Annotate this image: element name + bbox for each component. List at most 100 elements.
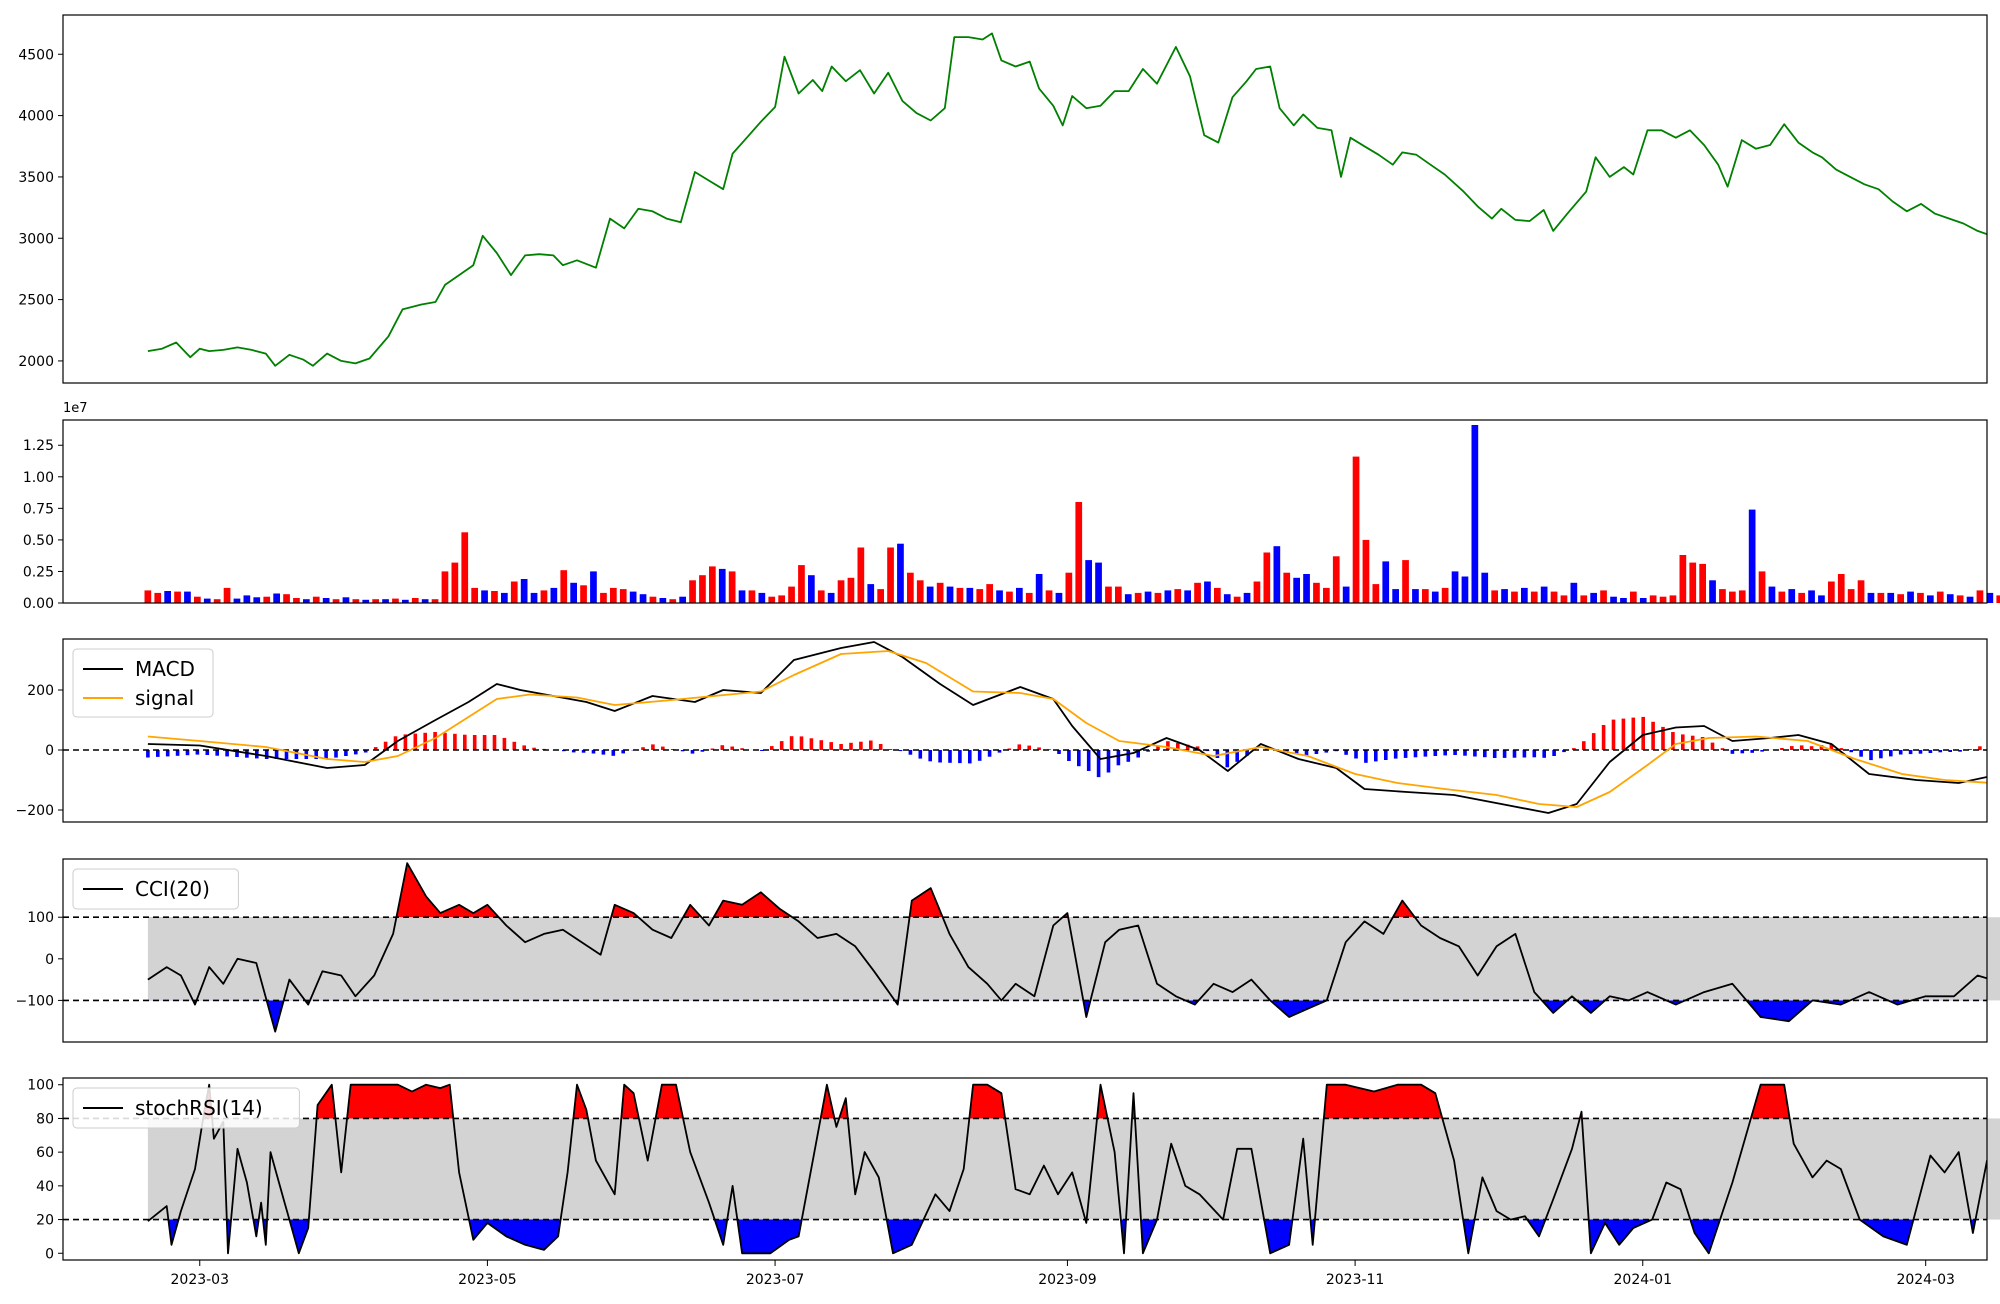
volume-bar [1442,588,1449,603]
cci-ytick-label: −100 [16,993,54,1009]
volume-bar [1650,595,1657,603]
macd-histogram-bar [889,749,893,750]
volume-bar [1739,590,1746,603]
macd-histogram-bar [869,741,873,751]
volume-bar [164,591,171,603]
macd-ytick-label: 0 [45,743,54,759]
volume-bar [1878,593,1885,603]
volume-bar [154,593,161,603]
macd-histogram-bar [1414,750,1418,757]
volume-bar [1283,573,1290,603]
macd-histogram-bar [1889,750,1893,756]
volume-ytick-label: 0.00 [23,596,54,612]
volume-bar [679,597,686,603]
volume-bar [313,597,320,603]
volume-ytick-label: 0.75 [23,501,54,517]
macd-histogram-bar [1127,750,1131,762]
volume-bar [234,599,241,603]
volume-bar [1085,560,1092,603]
macd-histogram-bar [1364,750,1368,763]
volume-bar [1046,590,1053,603]
macd-histogram-bar [215,750,219,756]
volume-bar [1353,457,1360,603]
volume-bar [1600,590,1607,603]
volume-bar [749,590,756,603]
volume-bar [660,598,667,603]
macd-ytick-label: −200 [16,803,54,819]
volume-bar [392,599,399,603]
volume-bar [1660,597,1667,603]
volume-bar [957,588,964,603]
macd-histogram-bar [1493,750,1497,758]
volume-bar [1689,563,1696,603]
volume-bar [1333,556,1340,603]
macd-histogram-bar [879,744,883,750]
macd-histogram-bar [909,750,913,755]
volume-bar [521,579,528,603]
macd-histogram-bar [1424,750,1428,757]
volume-bar [580,585,587,603]
volume-bar [1343,587,1350,603]
volume-bar [1254,582,1261,604]
volume-bar [1551,592,1558,603]
macd-histogram-bar [1691,736,1695,750]
macd-histogram-bar [1909,750,1913,754]
xtick-label: 2023-07 [746,1272,805,1288]
volume-bar [600,593,607,603]
volume-bar [788,587,795,603]
volume-bar [1680,555,1687,603]
volume-bar [1917,593,1924,603]
volume-bar [1640,598,1647,603]
macd-histogram-bar [1374,750,1378,761]
volume-bar [1095,563,1102,603]
volume-bar [1897,594,1904,603]
volume-bar [511,582,518,604]
macd-histogram-bar [1651,722,1655,750]
macd-histogram-bar [1523,750,1527,758]
volume-bar [1402,560,1409,603]
macd-histogram-bar [988,750,992,757]
volume-bar [1967,597,1974,603]
volume-bar [1511,592,1518,603]
macd-histogram-bar [1077,750,1081,766]
volume-bar [640,594,647,603]
macd-legend-label: MACD [135,657,195,681]
volume-bar [1798,593,1805,603]
volume-bar [759,593,766,603]
macd-histogram-bar [1612,720,1616,750]
volume-bar [1264,553,1271,604]
macd-histogram-bar [1602,725,1606,750]
volume-bar [1472,425,1479,603]
stochrsi-legend: stochRSI(14) [73,1088,299,1128]
xtick-label: 2024-03 [1896,1272,1955,1288]
volume-bar [1491,590,1498,603]
volume-bar [1868,593,1875,603]
volume-bar [1957,595,1964,603]
volume-bar [412,598,419,603]
volume-bar [1382,561,1389,603]
macd-histogram-bar [1869,750,1873,760]
volume-bar [1838,574,1845,603]
macd-histogram-bar [265,750,269,759]
volume-bar [263,597,270,603]
volume-bar [1432,592,1439,603]
volume-bar [1016,588,1023,603]
macd-histogram-bar [1641,717,1645,750]
macd-histogram-bar [1592,733,1596,750]
volume-bar [343,597,350,603]
volume-ytick-label: 0.25 [23,564,54,580]
volume-bar [1927,595,1934,603]
volume-bar [1630,592,1637,603]
macd-histogram-bar [1384,750,1388,760]
macd-histogram-bar [820,740,824,750]
price-ytick-label: 3000 [18,231,54,247]
macd-histogram-bar [1582,741,1586,750]
macd-histogram-bar [334,750,338,758]
macd-histogram-bar [928,750,932,761]
volume-bar [937,583,944,603]
macd-histogram-bar [899,750,903,751]
volume-bar [1194,583,1201,603]
volume-bar [1155,593,1162,603]
volume-bar [996,590,1003,603]
volume-bar [1125,594,1132,603]
